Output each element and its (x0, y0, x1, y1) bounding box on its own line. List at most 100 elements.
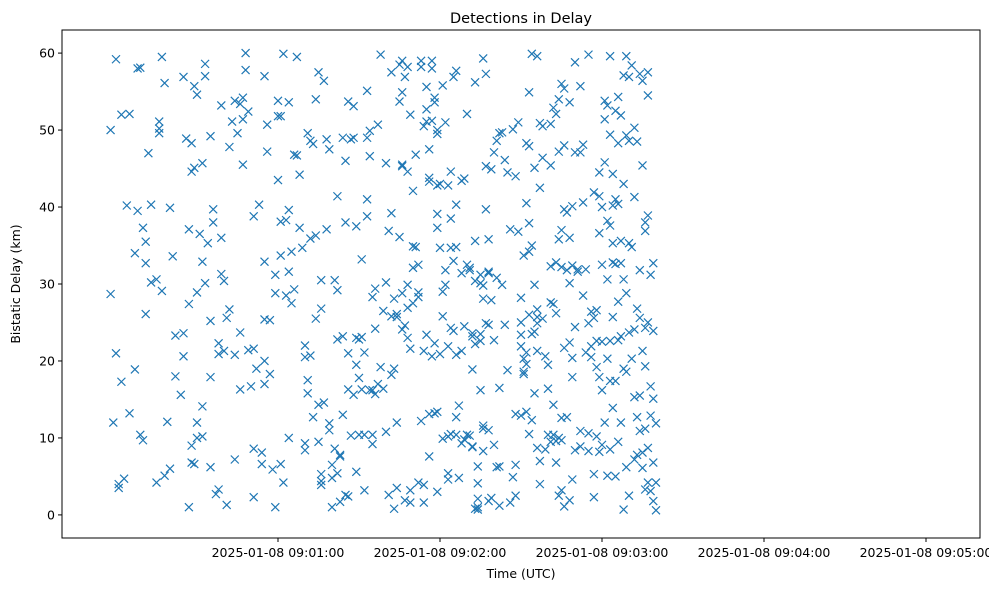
data-point (608, 312, 618, 322)
data-point (629, 324, 639, 334)
data-point (289, 284, 299, 294)
data-point (400, 72, 410, 82)
data-point (316, 476, 326, 486)
data-point (505, 224, 515, 234)
y-tick-label: 0 (47, 507, 55, 522)
data-point (154, 124, 164, 133)
data-point (303, 388, 313, 398)
data-point (613, 199, 623, 209)
data-point (575, 426, 585, 436)
data-point (241, 48, 251, 58)
data-point (511, 171, 521, 181)
data-point (359, 430, 369, 440)
data-point (378, 384, 388, 394)
data-point (570, 57, 580, 67)
data-point (370, 324, 380, 334)
data-point (570, 322, 580, 332)
data-point (343, 348, 353, 358)
data-point (424, 144, 434, 154)
data-point (629, 123, 639, 133)
data-point (465, 431, 475, 441)
data-point (635, 391, 645, 401)
data-point (260, 257, 269, 267)
data-point (316, 304, 326, 314)
data-point (605, 51, 615, 61)
data-point (489, 440, 499, 450)
data-point (351, 360, 361, 370)
data-point (546, 298, 556, 307)
data-point (432, 181, 442, 190)
data-point (389, 504, 399, 514)
data-point (443, 341, 453, 351)
data-point (346, 134, 356, 144)
data-point (597, 337, 607, 347)
data-point (324, 418, 334, 428)
data-point (235, 328, 245, 337)
data-point (621, 367, 631, 377)
data-point (648, 496, 658, 506)
data-point (519, 367, 529, 377)
data-point (449, 256, 458, 266)
data-point (481, 204, 491, 214)
data-point (314, 400, 323, 410)
data-point (594, 372, 604, 382)
data-point (462, 109, 472, 119)
data-point (284, 205, 294, 215)
data-point (125, 408, 134, 418)
data-point (648, 326, 658, 336)
data-point (273, 175, 283, 185)
data-point (295, 223, 305, 233)
x-tick-label: 2025-01-08 09:02:00 (374, 545, 507, 560)
data-point (230, 96, 240, 106)
data-point (257, 459, 267, 469)
data-point (146, 200, 156, 210)
data-point (516, 293, 526, 303)
y-axis-ticks: 0 10 20 30 40 50 60 (39, 46, 62, 522)
data-point (478, 54, 488, 63)
data-point (343, 492, 353, 501)
data-point (470, 236, 480, 246)
data-point (432, 487, 442, 497)
chart-title: Detections in Delay (450, 11, 592, 27)
data-point (216, 269, 226, 279)
data-point (478, 446, 488, 456)
data-point (605, 130, 615, 140)
data-point (413, 260, 423, 270)
data-point (484, 320, 494, 330)
data-point (324, 425, 334, 435)
data-point (349, 101, 359, 111)
data-point (381, 158, 391, 168)
data-point (524, 87, 534, 97)
data-point (643, 318, 653, 327)
data-point (446, 214, 456, 224)
data-point (611, 194, 620, 204)
data-point (316, 480, 326, 490)
data-point (133, 64, 143, 73)
data-point (438, 311, 448, 321)
data-point (619, 505, 629, 514)
data-point (179, 72, 188, 82)
data-point (532, 51, 542, 61)
data-point (392, 483, 402, 493)
data-point (602, 216, 612, 226)
data-point (108, 418, 118, 427)
data-point (454, 401, 464, 411)
data-point (592, 305, 602, 315)
data-point (122, 201, 132, 210)
data-point (511, 491, 521, 501)
data-point (451, 66, 461, 76)
data-point (386, 370, 396, 380)
data-point (303, 375, 313, 385)
data-point (538, 121, 548, 131)
plot-area: 2025-01-08 09:01:00 2025-01-08 09:02:00 20… (39, 29, 989, 560)
data-point (162, 417, 172, 427)
data-point (341, 156, 350, 166)
data-point (484, 234, 494, 244)
data-point (130, 248, 140, 258)
data-point (152, 274, 161, 284)
data-point (187, 138, 197, 148)
data-point (611, 471, 620, 481)
data-point (141, 258, 151, 268)
data-point (632, 450, 642, 460)
data-point (524, 429, 534, 439)
